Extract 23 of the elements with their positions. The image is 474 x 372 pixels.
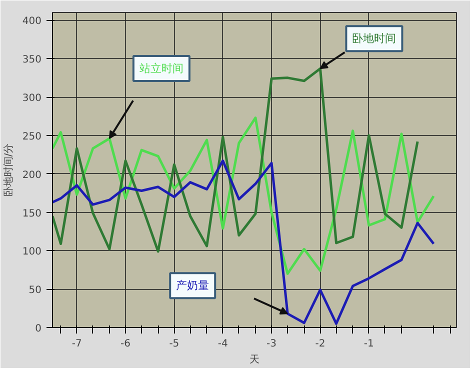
x-tick-label: -4 [218, 338, 228, 350]
y-tick-label: 150 [22, 208, 42, 220]
x-tick-label: -6 [120, 338, 131, 350]
text: 产奶量 [176, 279, 210, 292]
y-tick-label: 400 [22, 16, 42, 28]
y-tick-label: 50 [28, 285, 42, 296]
y-tick-label: 350 [22, 54, 42, 66]
y-tick-label: 0 [35, 324, 42, 334]
text: 站立时间 [139, 62, 184, 75]
x-tick-label: -5 [169, 338, 180, 350]
y-axis-title: 卧地时间/分 [2, 143, 14, 197]
x-tick-label: -3 [266, 338, 277, 350]
y-tick-label: 300 [22, 93, 42, 104]
text: 卧地时间 [352, 32, 396, 46]
x-tick-label: -7 [72, 338, 82, 350]
line-series [52, 116, 435, 275]
y-tick-label: 200 [22, 170, 42, 181]
x-tick-label: -2 [315, 338, 326, 350]
line-series [52, 160, 435, 325]
y-tick-label: 100 [22, 246, 42, 258]
x-tick-label: -1 [364, 338, 374, 350]
x-axis-title: 天 [250, 354, 260, 366]
y-tick-label: 250 [22, 131, 42, 142]
